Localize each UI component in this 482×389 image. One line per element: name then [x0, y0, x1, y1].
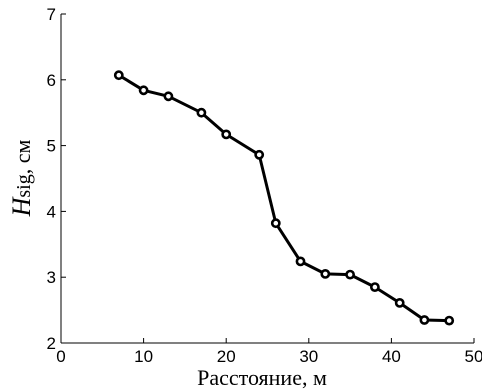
x-ticks: 0 10 20 30 40 50 [56, 338, 482, 366]
y-axis-title: Hsig, см [7, 140, 36, 218]
data-point [295, 256, 306, 267]
data-point [320, 268, 331, 279]
x-tick-label: 50 [465, 347, 482, 366]
y-tick-label: 6 [47, 71, 56, 90]
data-point [419, 315, 430, 325]
y-axis-unit: , см [10, 140, 35, 175]
x-tick-label: 0 [56, 347, 65, 366]
data-point [394, 297, 405, 308]
data-point [444, 315, 455, 326]
data-point [138, 85, 149, 96]
x-tick-label: 20 [217, 347, 236, 366]
y-ticks: 2 3 4 5 6 7 [47, 5, 66, 353]
data-point [345, 269, 355, 280]
y-tick-label: 2 [47, 334, 56, 353]
data-point [369, 282, 380, 292]
series-line [117, 73, 451, 323]
series-layer [113, 70, 455, 326]
data-point [270, 218, 281, 229]
data-point [254, 149, 265, 160]
y-tick-label: 5 [47, 137, 56, 156]
axes [60, 14, 474, 344]
y-tick-label: 3 [47, 268, 56, 287]
x-tick-label: 10 [134, 347, 153, 366]
x-tick-label: 30 [299, 347, 318, 366]
y-tick-label: 7 [47, 5, 56, 24]
data-point [196, 107, 207, 118]
x-tick-label: 40 [382, 347, 401, 366]
y-axis-symbol: H [7, 196, 36, 217]
y-tick-label: 4 [47, 202, 56, 221]
x-axis-title: Расстояние, м [197, 365, 327, 389]
data-point [221, 129, 232, 140]
y-axis-subscript: sig [13, 174, 35, 197]
data-point [163, 91, 174, 102]
data-point [113, 70, 124, 81]
